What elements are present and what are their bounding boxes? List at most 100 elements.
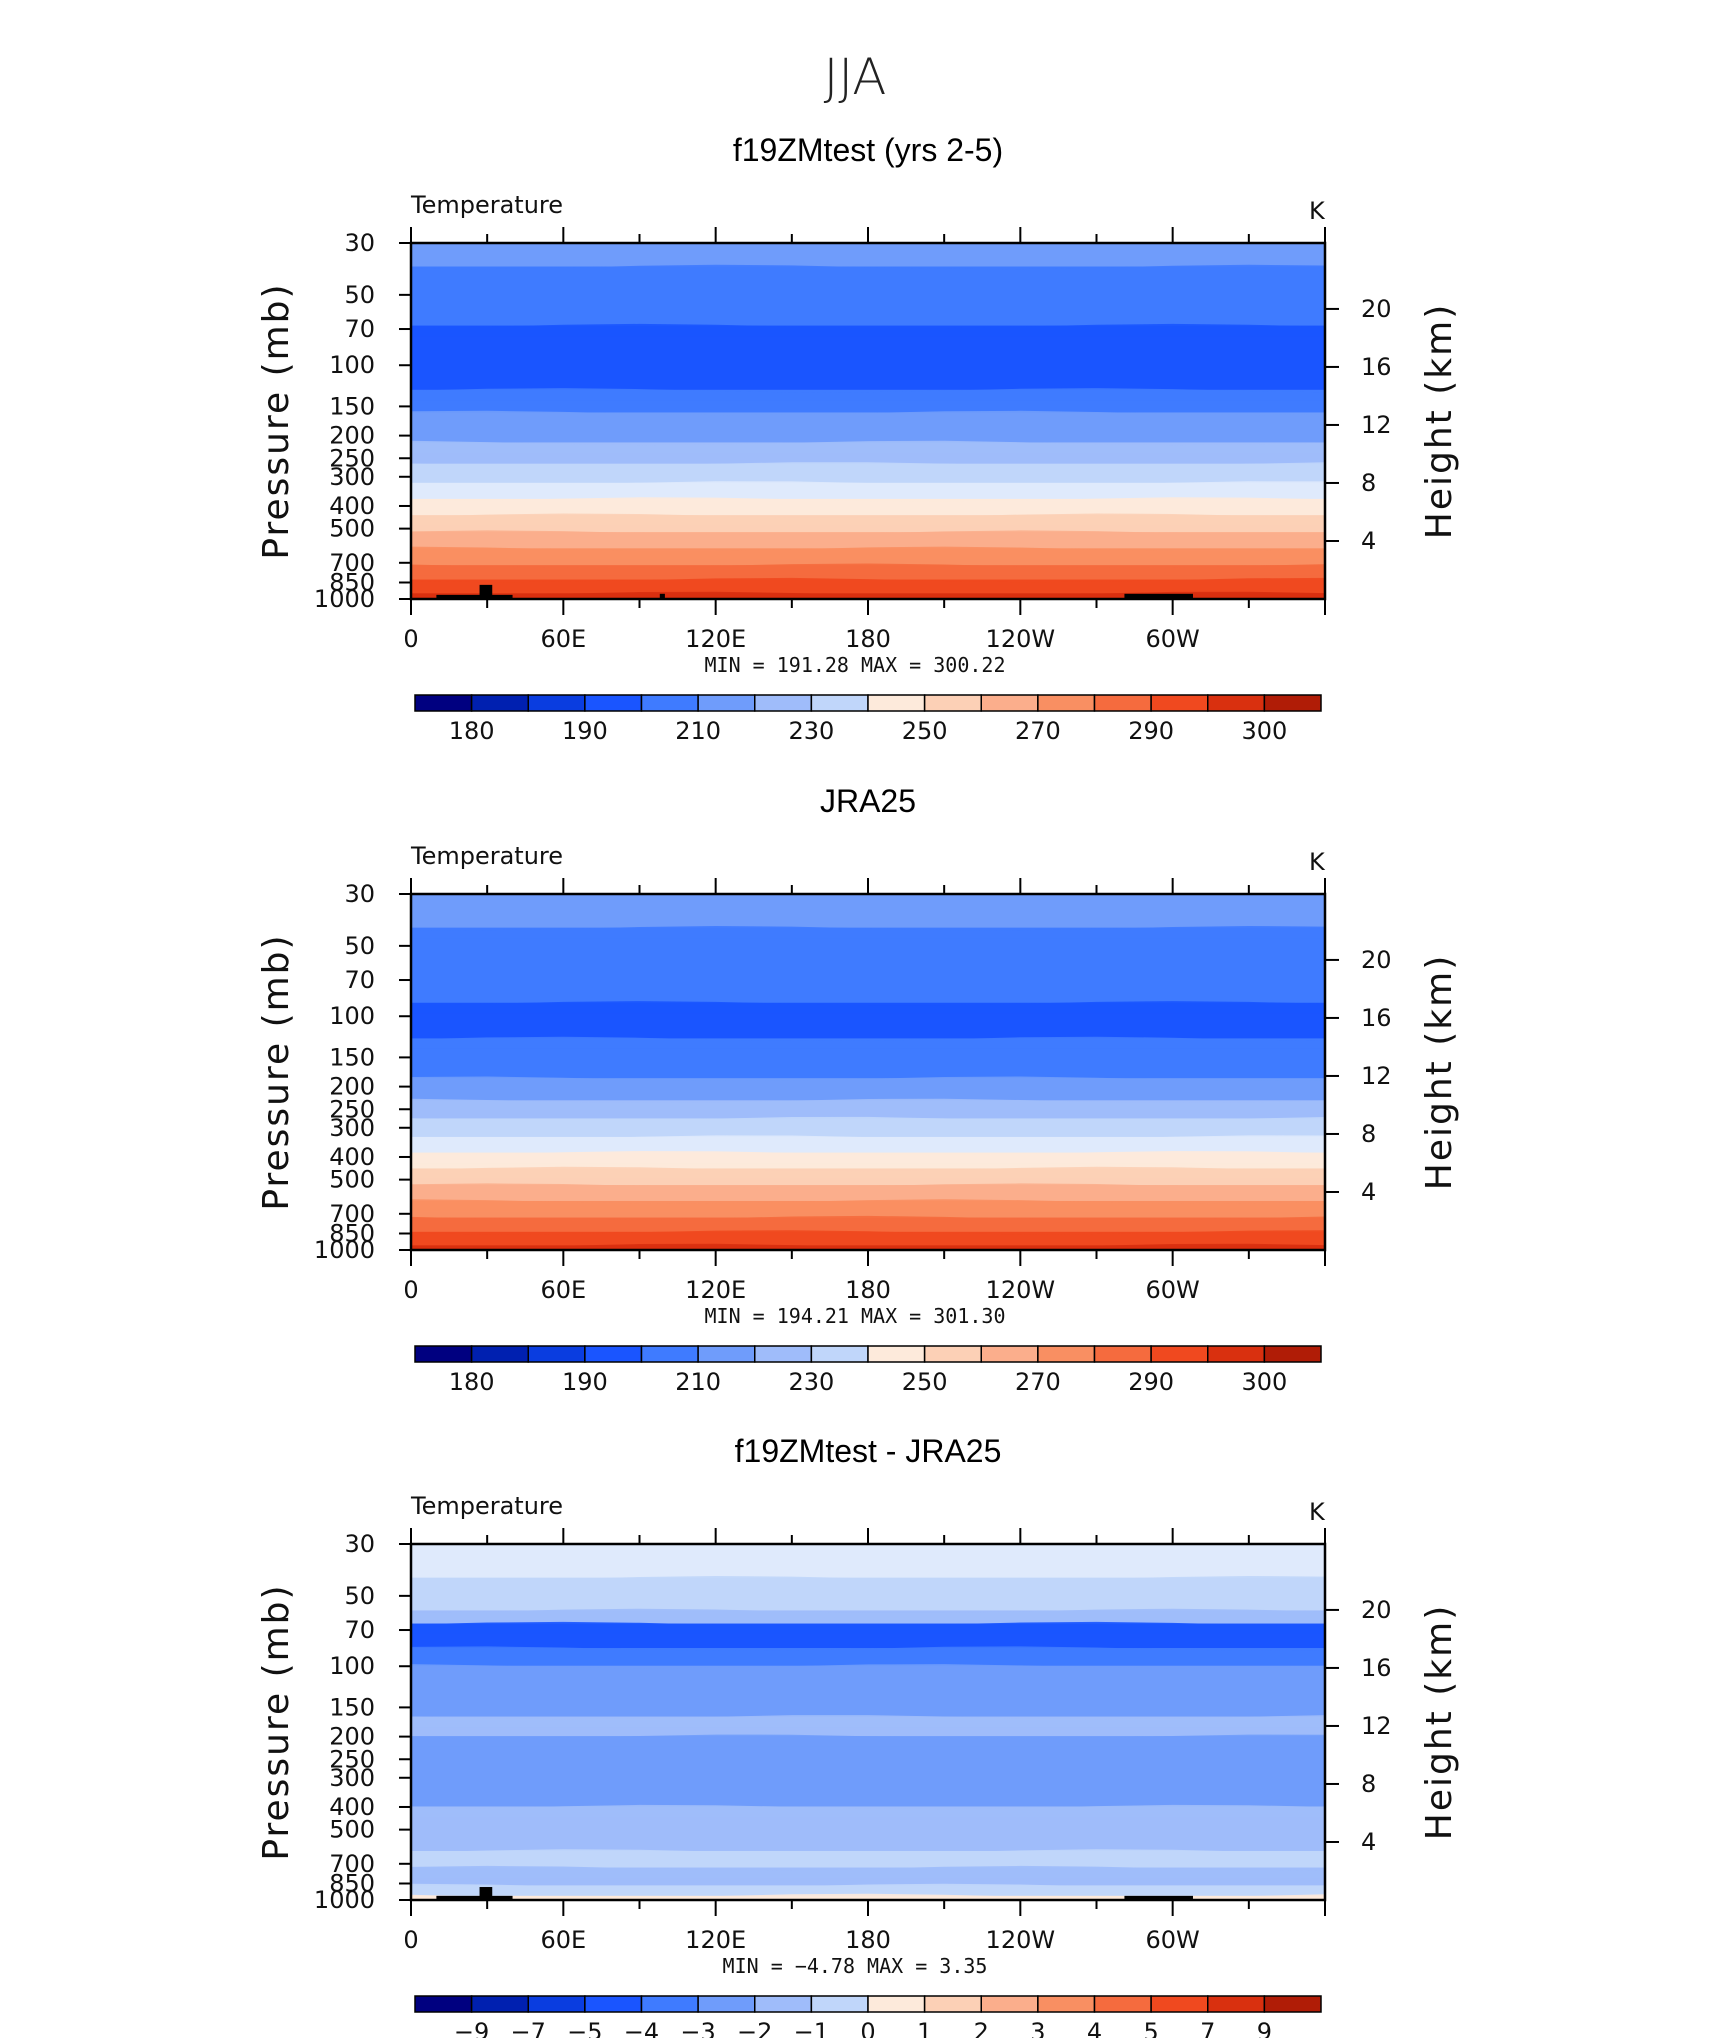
contour-boundary: [411, 1865, 1325, 1879]
x-tick-label: 60E: [540, 1926, 586, 1954]
colorbar-label: 3: [1030, 2018, 1045, 2038]
y2-axis-title: Height (km): [1419, 1604, 1460, 1840]
colorbar-box: [867, 1995, 926, 2013]
contour-boundary: [411, 1576, 1325, 1589]
units-label: K: [1309, 197, 1326, 225]
contour-boundary: [411, 1199, 1325, 1212]
contour-band: [411, 243, 1325, 268]
x-tick-label: 120W: [986, 1926, 1056, 1954]
y-tick-label: 100: [329, 351, 375, 379]
contour-boundary: [411, 1804, 1325, 1817]
colorbar-box: [584, 694, 643, 712]
colorbar-label: 270: [1015, 1368, 1061, 1396]
colorbar-label: 290: [1128, 1368, 1174, 1396]
contour-band: [411, 927, 1325, 1004]
x-tick-label: 60E: [540, 625, 586, 653]
panel-title: f19ZMtest - JRA25: [735, 1433, 1002, 1469]
colorbar-box: [527, 1995, 586, 2013]
colorbar-label: 1: [917, 2018, 932, 2038]
contour-boundary: [411, 1116, 1325, 1129]
y2-tick-label: 16: [1361, 1004, 1392, 1032]
colorbar-box: [810, 1995, 869, 2013]
colorbar-box: [1093, 1995, 1152, 2013]
contour-boundary: [411, 926, 1325, 939]
contour-boundary: [411, 1183, 1325, 1196]
colorbar-box: [1207, 1345, 1266, 1363]
topography: [436, 594, 513, 599]
topography: [1124, 593, 1193, 599]
contour-boundary: [411, 577, 1325, 591]
contour-band: [411, 894, 1325, 929]
colorbar-box: [980, 1995, 1039, 2013]
contour-boundary: [411, 1893, 1325, 1900]
y-tick-label: 700: [329, 549, 375, 577]
y-tick-label: 150: [329, 392, 375, 420]
units-label: K: [1309, 1498, 1326, 1526]
colorbar-label: 0: [860, 2018, 875, 2038]
y-axis-title: Pressure (mb): [256, 282, 297, 559]
contour-band: [411, 1544, 1325, 1579]
y-tick-label: 50: [344, 1582, 375, 1610]
figure-title: JJA: [824, 48, 887, 106]
colorbar-box: [923, 1995, 982, 2013]
contour-boundary: [411, 1621, 1325, 1635]
x-tick-label: 120E: [685, 1926, 746, 1954]
colorbar-box: [697, 1995, 756, 2013]
y-tick-label: 30: [344, 229, 375, 257]
x-tick-label: 60W: [1146, 625, 1200, 653]
y-tick-label: 70: [344, 315, 375, 343]
contour-boundary: [411, 323, 1325, 337]
contour-boundary: [411, 1734, 1325, 1747]
colorbar-box: [1207, 694, 1266, 712]
colorbar-box: [810, 694, 869, 712]
colorbar-label: −7: [511, 2018, 546, 2038]
y-tick-label: 1000: [314, 1236, 375, 1264]
colorbar-box: [640, 694, 699, 712]
colorbar-label: 270: [1015, 717, 1061, 745]
x-tick-label: 120W: [986, 625, 1056, 653]
colorbar-label: 250: [902, 1368, 948, 1396]
y2-tick-label: 4: [1361, 1178, 1376, 1206]
contour-band: [411, 1736, 1325, 1808]
colorbar-label: 180: [449, 1368, 495, 1396]
y-tick-label: 50: [344, 932, 375, 960]
y-tick-label: 200: [329, 1073, 375, 1101]
contour-boundary: [411, 481, 1325, 494]
y-tick-label: 150: [329, 1043, 375, 1071]
colorbar-box: [640, 1995, 699, 2013]
y-axis-title: Pressure (mb): [256, 1583, 297, 1860]
colorbar-label: −5: [567, 2018, 602, 2038]
y-tick-label: 250: [329, 1745, 375, 1773]
x-tick-label: 60W: [1146, 1926, 1200, 1954]
panel-2: JRA25 Temperature K 0 60E 120E 180 120W 60W 30 50 7…: [256, 783, 1460, 1396]
x-tick-label: 60W: [1146, 1276, 1200, 1304]
colorbar-box: [584, 1995, 643, 2013]
colorbar-box: [923, 694, 982, 712]
colorbar-label: 210: [675, 717, 721, 745]
y-tick-label: 100: [329, 1002, 375, 1030]
colorbar-box: [697, 694, 756, 712]
colorbar-box: [527, 694, 586, 712]
contour-boundary: [411, 1001, 1325, 1014]
panel-1: f19ZMtest (yrs 2-5) Temperature K 0 60E 120E 1…: [256, 132, 1460, 745]
colorbar-label: 2: [974, 2018, 989, 2038]
y2-tick-label: 8: [1361, 469, 1376, 497]
contour-boundary: [411, 1243, 1325, 1250]
panel-title: f19ZMtest (yrs 2-5): [733, 132, 1003, 168]
colorbar-box: [527, 1345, 586, 1363]
colorbar-box: [754, 1345, 813, 1363]
variable-label: Temperature: [410, 842, 563, 870]
contour-boundary: [411, 497, 1325, 510]
colorbar-box: [1150, 1995, 1209, 2013]
y2-tick-label: 20: [1361, 295, 1392, 323]
contour-boundary: [411, 530, 1325, 543]
contour-fill: [411, 1544, 1325, 1900]
y2-tick-label: 8: [1361, 1120, 1376, 1148]
colorbar-box: [810, 1345, 869, 1363]
contour-boundary: [411, 1646, 1325, 1659]
x-tick-label: 120W: [986, 1276, 1056, 1304]
colorbar-label: −9: [454, 2018, 489, 2038]
colorbar-box: [470, 1345, 529, 1363]
y2-tick-label: 12: [1361, 411, 1392, 439]
